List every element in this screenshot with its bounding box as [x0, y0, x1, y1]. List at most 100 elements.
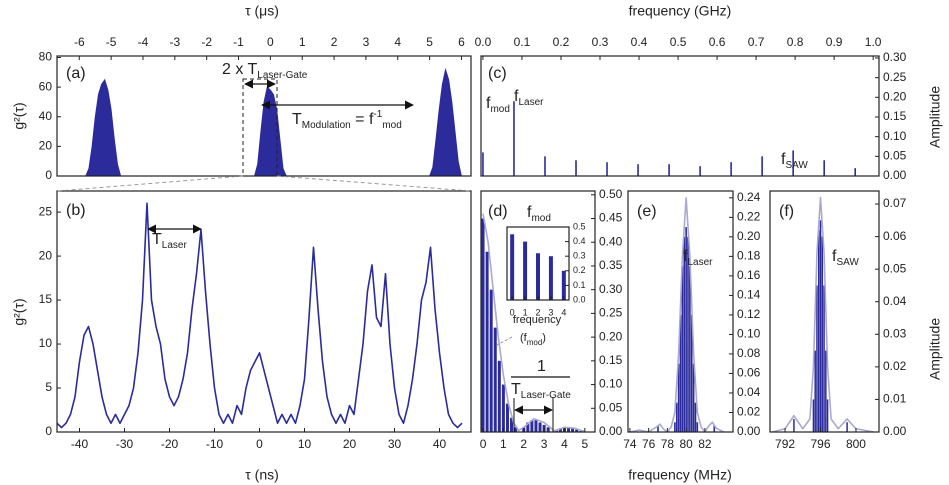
- annotation: 2 x TLaser-Gate: [222, 61, 308, 80]
- y-tick-label: 0.05: [883, 148, 907, 162]
- bar: [493, 327, 497, 432]
- x-tick-label: -4: [138, 35, 149, 49]
- y-tick-label: 0.07: [883, 196, 907, 210]
- annotation: fmod: [527, 204, 551, 223]
- bar: [526, 422, 530, 432]
- annotation-part: -1: [373, 109, 382, 120]
- frame: [480, 190, 596, 433]
- plot-area: [57, 191, 471, 432]
- plot-background: [481, 56, 879, 176]
- y-tick-label: 0.01: [883, 392, 907, 406]
- bar: [510, 417, 514, 432]
- x-tick-label: 0: [256, 437, 263, 451]
- bar: [482, 152, 484, 176]
- y-tick-label: 0.20: [737, 229, 761, 243]
- y-tick-label: 0.14: [737, 288, 761, 302]
- x-tick-label: -3: [169, 35, 180, 49]
- plot-area: [770, 191, 879, 432]
- area: [63, 67, 471, 176]
- x-tick-label: -30: [116, 437, 134, 451]
- annotation-part: (b): [66, 202, 86, 219]
- y-tick-label: 0.25: [883, 70, 907, 84]
- annotation: fLaser: [514, 88, 544, 107]
- y-axis-label: Amplitude: [927, 318, 943, 380]
- line: [629, 197, 724, 432]
- annotation-part: Laser-Gate: [257, 70, 307, 81]
- x-axis-label: frequency (MHz): [628, 467, 731, 483]
- plot-area: [57, 56, 471, 176]
- y-tick-label: 0.18: [737, 249, 761, 263]
- bar: [690, 314, 693, 432]
- annotation-part: SAW: [836, 257, 859, 268]
- x-axis-label: τ (μs): [245, 3, 279, 19]
- annotation-part: mod: [382, 120, 401, 131]
- decorations: [56, 78, 570, 432]
- bar: [696, 422, 699, 432]
- frame: [627, 190, 734, 433]
- annotation: TLaser-Gate: [511, 381, 571, 400]
- x-tick-label: 1.0: [865, 35, 882, 49]
- bar: [730, 162, 732, 176]
- line: [482, 213, 586, 432]
- annotation-part: f: [832, 248, 837, 265]
- y-tick-label: 25: [39, 204, 53, 218]
- annotation-part: Laser: [162, 240, 188, 251]
- bar: [538, 422, 542, 432]
- bar: [817, 230, 820, 432]
- annotation-part: Modulation: [302, 120, 351, 131]
- bar: [823, 160, 825, 176]
- y-tick-label: 0.00: [737, 424, 761, 438]
- y-tick-label: 0.30: [883, 50, 907, 64]
- bar: [689, 266, 691, 432]
- x-tick-label: 0: [510, 307, 515, 317]
- bar: [497, 360, 501, 432]
- plot-area: [628, 191, 733, 432]
- x-tick-label: 30: [388, 437, 402, 451]
- y-axis-label: g²(τ): [11, 102, 27, 129]
- annotation-part: f: [683, 248, 688, 265]
- y-tick-label: 0.05: [883, 261, 907, 275]
- x-tick-label: 0.1: [514, 35, 531, 49]
- annotation-part: mod: [527, 338, 543, 347]
- y-tick-label: 0.08: [737, 346, 761, 360]
- x-tick-label: 40: [433, 437, 447, 451]
- annotation-part: Laser: [687, 257, 713, 268]
- annotation-part: f: [781, 151, 786, 168]
- bar: [846, 422, 848, 432]
- y-tick-label: 0.40: [599, 234, 623, 248]
- frame: [769, 190, 880, 433]
- y-tick-label: 0.50: [599, 187, 623, 201]
- bar: [485, 251, 489, 432]
- bar: [575, 160, 577, 176]
- y-tick-label: 0.03: [883, 326, 907, 340]
- y-tick-label: 0.24: [737, 190, 761, 204]
- x-tick-label: 0: [267, 35, 274, 49]
- bar: [677, 363, 680, 432]
- y-tick-label: 0.3: [573, 251, 586, 261]
- y-tick-label: 0.2: [573, 265, 586, 275]
- y-tick-label: 20: [39, 248, 53, 262]
- annotation-part: (e): [637, 203, 657, 220]
- x-tick-label: -20: [161, 437, 179, 451]
- y-tick-label: 0.5: [573, 221, 586, 231]
- gate-box: [242, 78, 278, 177]
- x-tick-label: 0.3: [592, 35, 609, 49]
- bar: [668, 164, 670, 176]
- bar: [505, 403, 509, 432]
- x-tick-label: 792: [775, 437, 795, 451]
- y-tick-label: 0.02: [883, 359, 907, 373]
- x-tick-label: 1: [500, 437, 507, 451]
- bar: [489, 289, 493, 432]
- x-tick-label: 2: [520, 437, 527, 451]
- y-tick-label: 0.20: [883, 89, 907, 103]
- x-tick-label: 2: [331, 35, 338, 49]
- y-tick-label: 0.35: [599, 258, 623, 272]
- x-axis-label: frequency: [513, 314, 562, 326]
- x-tick-label: 0.8: [787, 35, 804, 49]
- y-tick-label: 0.10: [599, 377, 623, 391]
- x-tick-label: 76: [642, 437, 656, 451]
- y-tick-label: 0: [45, 424, 52, 438]
- x-tick-label: 80: [679, 437, 693, 451]
- x-tick-label: 5: [581, 437, 588, 451]
